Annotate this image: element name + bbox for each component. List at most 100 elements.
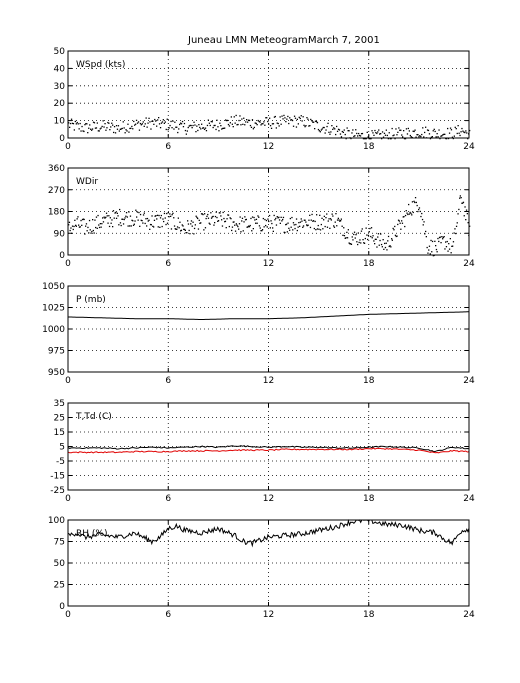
data-point xyxy=(315,121,318,123)
data-point xyxy=(411,214,413,216)
data-point xyxy=(122,121,124,123)
data-point xyxy=(227,123,230,126)
data-point xyxy=(278,125,280,127)
data-point xyxy=(434,130,436,133)
data-point xyxy=(381,138,383,140)
data-point xyxy=(272,123,275,125)
data-point xyxy=(217,220,219,222)
data-point xyxy=(463,215,465,217)
data-point xyxy=(355,234,357,236)
data-point xyxy=(236,124,238,126)
data-point xyxy=(453,135,455,137)
y-tick-label: 10 xyxy=(54,117,66,127)
data-point xyxy=(323,215,325,217)
data-point xyxy=(401,220,403,222)
data-point xyxy=(279,116,281,118)
data-point xyxy=(390,138,392,140)
data-point xyxy=(421,133,423,136)
data-point xyxy=(219,212,221,214)
data-point xyxy=(366,234,368,236)
data-point xyxy=(169,124,171,127)
data-point xyxy=(265,224,267,227)
data-point xyxy=(300,218,302,220)
data-point xyxy=(365,227,367,229)
data-point xyxy=(251,230,253,232)
data-point xyxy=(429,138,432,140)
data-point xyxy=(356,241,358,243)
data-point xyxy=(180,123,183,125)
data-point xyxy=(275,217,277,220)
data-point xyxy=(321,128,323,130)
data-point xyxy=(245,218,247,221)
data-point xyxy=(391,127,393,130)
data-point xyxy=(332,128,334,130)
data-point xyxy=(465,209,468,211)
data-point xyxy=(406,133,409,135)
data-point xyxy=(189,124,191,127)
data-point xyxy=(416,134,418,136)
data-point xyxy=(456,222,458,224)
data-point xyxy=(285,223,288,225)
data-point xyxy=(305,125,307,127)
data-point xyxy=(89,124,91,126)
data-point xyxy=(454,228,456,230)
data-point xyxy=(469,225,471,227)
data-point xyxy=(382,136,385,138)
data-point xyxy=(93,232,95,234)
data-point xyxy=(438,129,440,131)
data-point xyxy=(401,222,404,224)
y-tick-label: 270 xyxy=(48,186,65,196)
data-point xyxy=(320,129,322,131)
data-point xyxy=(221,219,223,221)
data-point xyxy=(133,120,135,123)
data-point xyxy=(217,126,219,128)
data-point xyxy=(270,220,272,222)
data-point xyxy=(299,117,301,120)
data-point xyxy=(121,218,123,220)
data-point xyxy=(163,122,165,124)
data-point xyxy=(191,225,193,227)
y-tick-label: 975 xyxy=(48,347,65,357)
data-point xyxy=(134,124,136,126)
data-point xyxy=(310,118,312,121)
data-point xyxy=(166,222,169,224)
data-point xyxy=(172,120,174,122)
data-point xyxy=(119,208,121,211)
data-point xyxy=(336,219,339,221)
data-point xyxy=(91,230,93,233)
data-point xyxy=(363,242,365,244)
data-point xyxy=(111,122,113,124)
data-point xyxy=(185,133,187,135)
data-point xyxy=(345,138,347,140)
y-tick-label: 40 xyxy=(54,64,66,74)
y-tick-label: 50 xyxy=(54,559,66,569)
y-tick-label: 5 xyxy=(59,443,65,453)
data-point xyxy=(74,219,76,221)
data-point xyxy=(430,136,432,138)
data-point xyxy=(459,134,461,137)
data-point xyxy=(215,211,217,213)
data-point xyxy=(420,136,422,138)
data-point xyxy=(129,127,131,130)
data-point xyxy=(97,214,99,217)
data-point xyxy=(310,219,312,221)
data-point xyxy=(398,127,400,129)
data-point xyxy=(127,123,129,125)
data-point xyxy=(377,236,379,238)
data-point xyxy=(80,219,82,222)
data-point xyxy=(441,135,443,137)
data-point xyxy=(149,121,151,123)
data-point xyxy=(422,127,424,129)
data-point xyxy=(135,123,137,125)
data-point xyxy=(214,124,216,127)
data-point xyxy=(264,124,266,126)
data-point xyxy=(96,122,98,124)
data-point xyxy=(261,123,263,125)
data-point xyxy=(238,228,240,230)
data-point xyxy=(385,129,387,131)
data-point xyxy=(104,123,106,125)
data-point xyxy=(257,215,259,217)
y-tick-label: 0 xyxy=(59,134,65,144)
data-point xyxy=(354,237,356,239)
data-point xyxy=(351,236,353,238)
